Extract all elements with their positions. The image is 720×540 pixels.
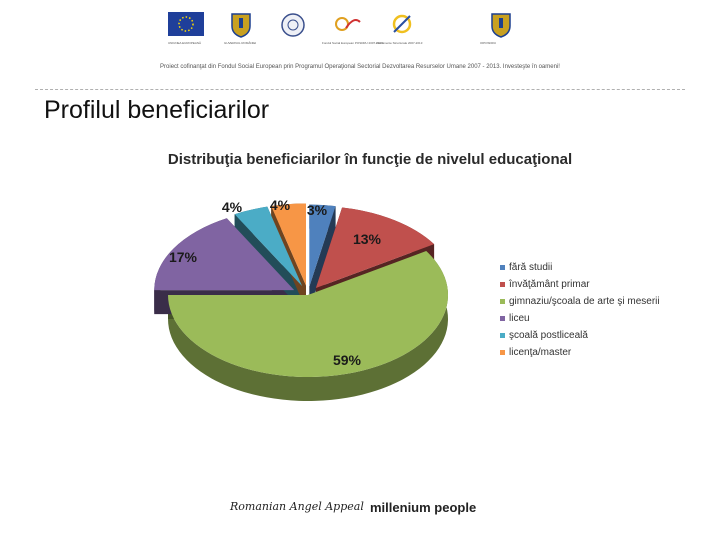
logo-caption-fse: Fondul Social European POSDRU 2007-2013 [322,41,383,45]
legend-label: fără studii [509,262,553,273]
legend-item-5: licenţa/master [500,344,660,361]
legend-item-2: gimnaziu/şcoala de arte şi meserii [500,293,660,310]
legend-label: învăţământ primar [509,279,590,290]
legend-label: liceu [509,313,530,324]
pie-slice-2 [168,251,448,377]
romanian-angel-appeal-logo: Romanian Angel Appeal [230,500,364,513]
chart-legend: fără studii învăţământ primar gimnaziu/şco… [500,259,660,361]
pie-slice-wall-0-1 [309,206,336,311]
pie-data-label-5: 4% [270,197,291,213]
legend-swatch [500,282,505,287]
pie-data-label-2: 59% [333,352,362,368]
pie-slice-3 [154,218,295,291]
chart-title: Distribuţia beneficiarilor în funcţie de… [167,151,573,168]
logo-caption-gov: GUVERNUL ROMÂNIEI [224,41,257,45]
legend-swatch [500,350,505,355]
legend-item-3: liceu [500,310,660,327]
legend-label: şcoală postliceală [509,330,588,341]
pie-data-label-3: 17% [169,249,198,265]
project-cofinancing-line: Proiect cofinanţat din Fondul Social Eur… [160,64,560,70]
pie-data-label-0: 3% [307,202,328,218]
logo-caption-eu: UNIUNEA EUROPEANĂ [168,41,202,45]
pie-slice-5 [271,203,306,286]
romania-coat-of-arms-icon [491,13,511,38]
instrumente-structurale-icon [392,14,412,34]
legend-item-4: şcoală postliceală [500,327,660,344]
legend-label: gimnaziu/şcoala de arte şi meserii [509,296,660,307]
logo-caption-oiposdru: OIPOSDRU [480,41,497,45]
pie-slice-4 [234,206,303,287]
pie-slice-0 [309,204,336,287]
pie-slice-1 [315,207,435,289]
legend-swatch [500,265,505,270]
legend-swatch [500,299,505,304]
pie-data-label-4: 4% [222,199,243,215]
logo-caption-is: Instrumente Structurale 2007-2013 [376,41,423,45]
millenium-people-logo: millenium people [370,500,477,515]
pie-chart: 3% 13% 59% 17% 4% 4% [154,197,448,401]
legend-swatch [500,316,505,321]
ministry-seal-icon [281,13,305,37]
legend-item-1: învăţământ primar [500,276,660,293]
romania-coat-of-arms-icon [231,13,251,38]
eu-flag-icon [168,12,204,36]
page-title: Profilul beneficiarilor [44,96,270,124]
divider [35,89,685,90]
pie-data-label-1: 13% [353,231,382,247]
header-logo-row: UNIUNEA EUROPEANĂ GUVERNUL ROMÂNIEI Fond… [160,12,580,52]
legend-swatch [500,333,505,338]
legend-item-0: fără studii [500,259,660,276]
fse-logo-icon [335,17,361,31]
legend-label: licenţa/master [509,347,572,358]
